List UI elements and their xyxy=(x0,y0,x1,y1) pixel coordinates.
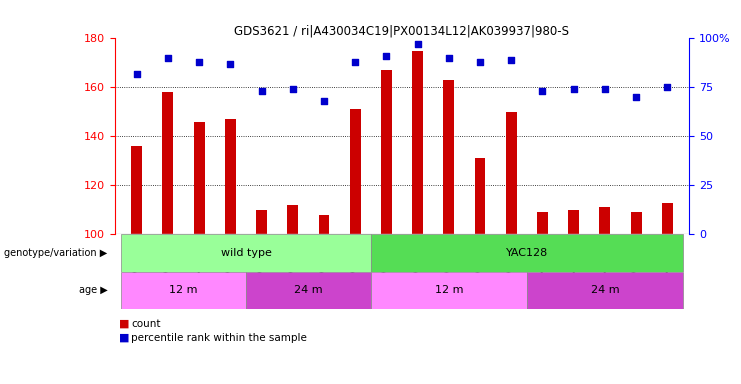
Bar xyxy=(162,92,173,234)
Bar xyxy=(599,207,611,234)
Text: wild type: wild type xyxy=(221,248,271,258)
Point xyxy=(505,57,517,63)
Bar xyxy=(370,271,527,309)
Point xyxy=(412,41,424,47)
Bar xyxy=(662,202,673,234)
Text: genotype/variation ▶: genotype/variation ▶ xyxy=(4,248,107,258)
Bar xyxy=(631,212,642,234)
Bar xyxy=(225,119,236,234)
Point xyxy=(630,94,642,100)
Bar xyxy=(537,212,548,234)
Point xyxy=(474,59,486,65)
Bar xyxy=(443,80,454,234)
Text: ■: ■ xyxy=(119,333,129,343)
Bar xyxy=(474,159,485,234)
Bar xyxy=(246,271,370,309)
Point xyxy=(349,59,361,65)
Text: 12 m: 12 m xyxy=(434,285,463,295)
Point xyxy=(599,86,611,93)
Text: percentile rank within the sample: percentile rank within the sample xyxy=(131,333,307,343)
Bar xyxy=(115,38,689,234)
Point xyxy=(536,88,548,94)
Text: 12 m: 12 m xyxy=(169,285,198,295)
Bar xyxy=(121,234,370,271)
Point xyxy=(287,86,299,93)
Point xyxy=(380,53,392,59)
Bar xyxy=(288,205,298,234)
Text: 24 m: 24 m xyxy=(591,285,619,295)
Point xyxy=(443,55,455,61)
Point xyxy=(225,61,236,67)
Bar xyxy=(131,146,142,234)
Bar xyxy=(121,271,246,309)
Title: GDS3621 / ri|A430034C19|PX00134L12|AK039937|980-S: GDS3621 / ri|A430034C19|PX00134L12|AK039… xyxy=(234,24,570,37)
Point xyxy=(193,59,205,65)
Bar xyxy=(527,271,683,309)
Point xyxy=(318,98,330,104)
Point xyxy=(130,71,142,77)
Bar xyxy=(193,122,205,234)
Bar xyxy=(319,215,330,234)
Text: count: count xyxy=(131,319,161,329)
Bar xyxy=(381,70,392,234)
Text: ■: ■ xyxy=(119,319,129,329)
Bar xyxy=(506,112,516,234)
Bar xyxy=(350,109,361,234)
Point xyxy=(162,55,174,61)
Point xyxy=(256,88,268,94)
Bar xyxy=(568,210,579,234)
Text: age ▶: age ▶ xyxy=(79,285,107,295)
Point xyxy=(568,86,579,93)
Text: 24 m: 24 m xyxy=(294,285,322,295)
Bar xyxy=(412,51,423,234)
Text: YAC128: YAC128 xyxy=(505,248,548,258)
Bar xyxy=(256,210,267,234)
Bar xyxy=(370,234,683,271)
Point xyxy=(662,84,674,91)
